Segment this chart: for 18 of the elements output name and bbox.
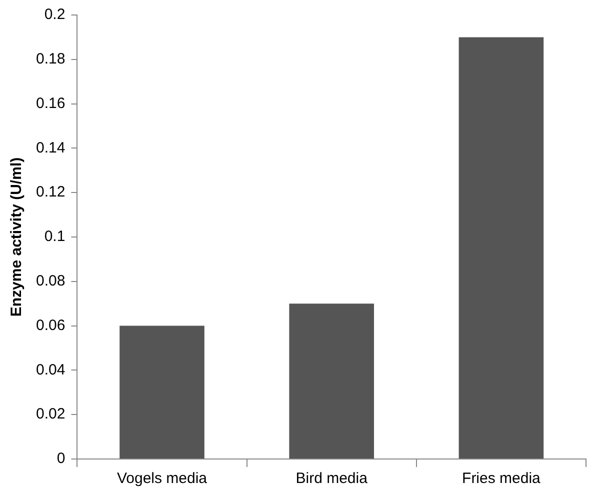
y-tick-label: 0.14 <box>36 139 66 156</box>
y-tick-label: 0.08 <box>36 272 66 290</box>
y-tick-label: 0.02 <box>36 406 66 423</box>
bar <box>458 37 544 458</box>
bar <box>120 326 204 458</box>
y-tick-label: 0.06 <box>36 316 66 334</box>
y-tick-label: 0.1 <box>44 228 66 246</box>
y-axis-title: Enzyme activity (U/ml) <box>8 157 26 317</box>
x-tick-label: Bird media <box>296 470 368 488</box>
y-tick-label: 0.16 <box>36 94 66 112</box>
bar <box>289 304 374 458</box>
y-tick-label: 0.04 <box>36 361 66 378</box>
x-tick-label: Vogels media <box>116 470 208 488</box>
y-tick-label: 0.2 <box>44 6 66 24</box>
y-tick-label: 0.18 <box>36 50 66 68</box>
y-tick-label: 0.12 <box>36 184 66 201</box>
x-tick-label: Fries media <box>462 470 542 488</box>
y-tick-label: 0 <box>56 450 66 468</box>
